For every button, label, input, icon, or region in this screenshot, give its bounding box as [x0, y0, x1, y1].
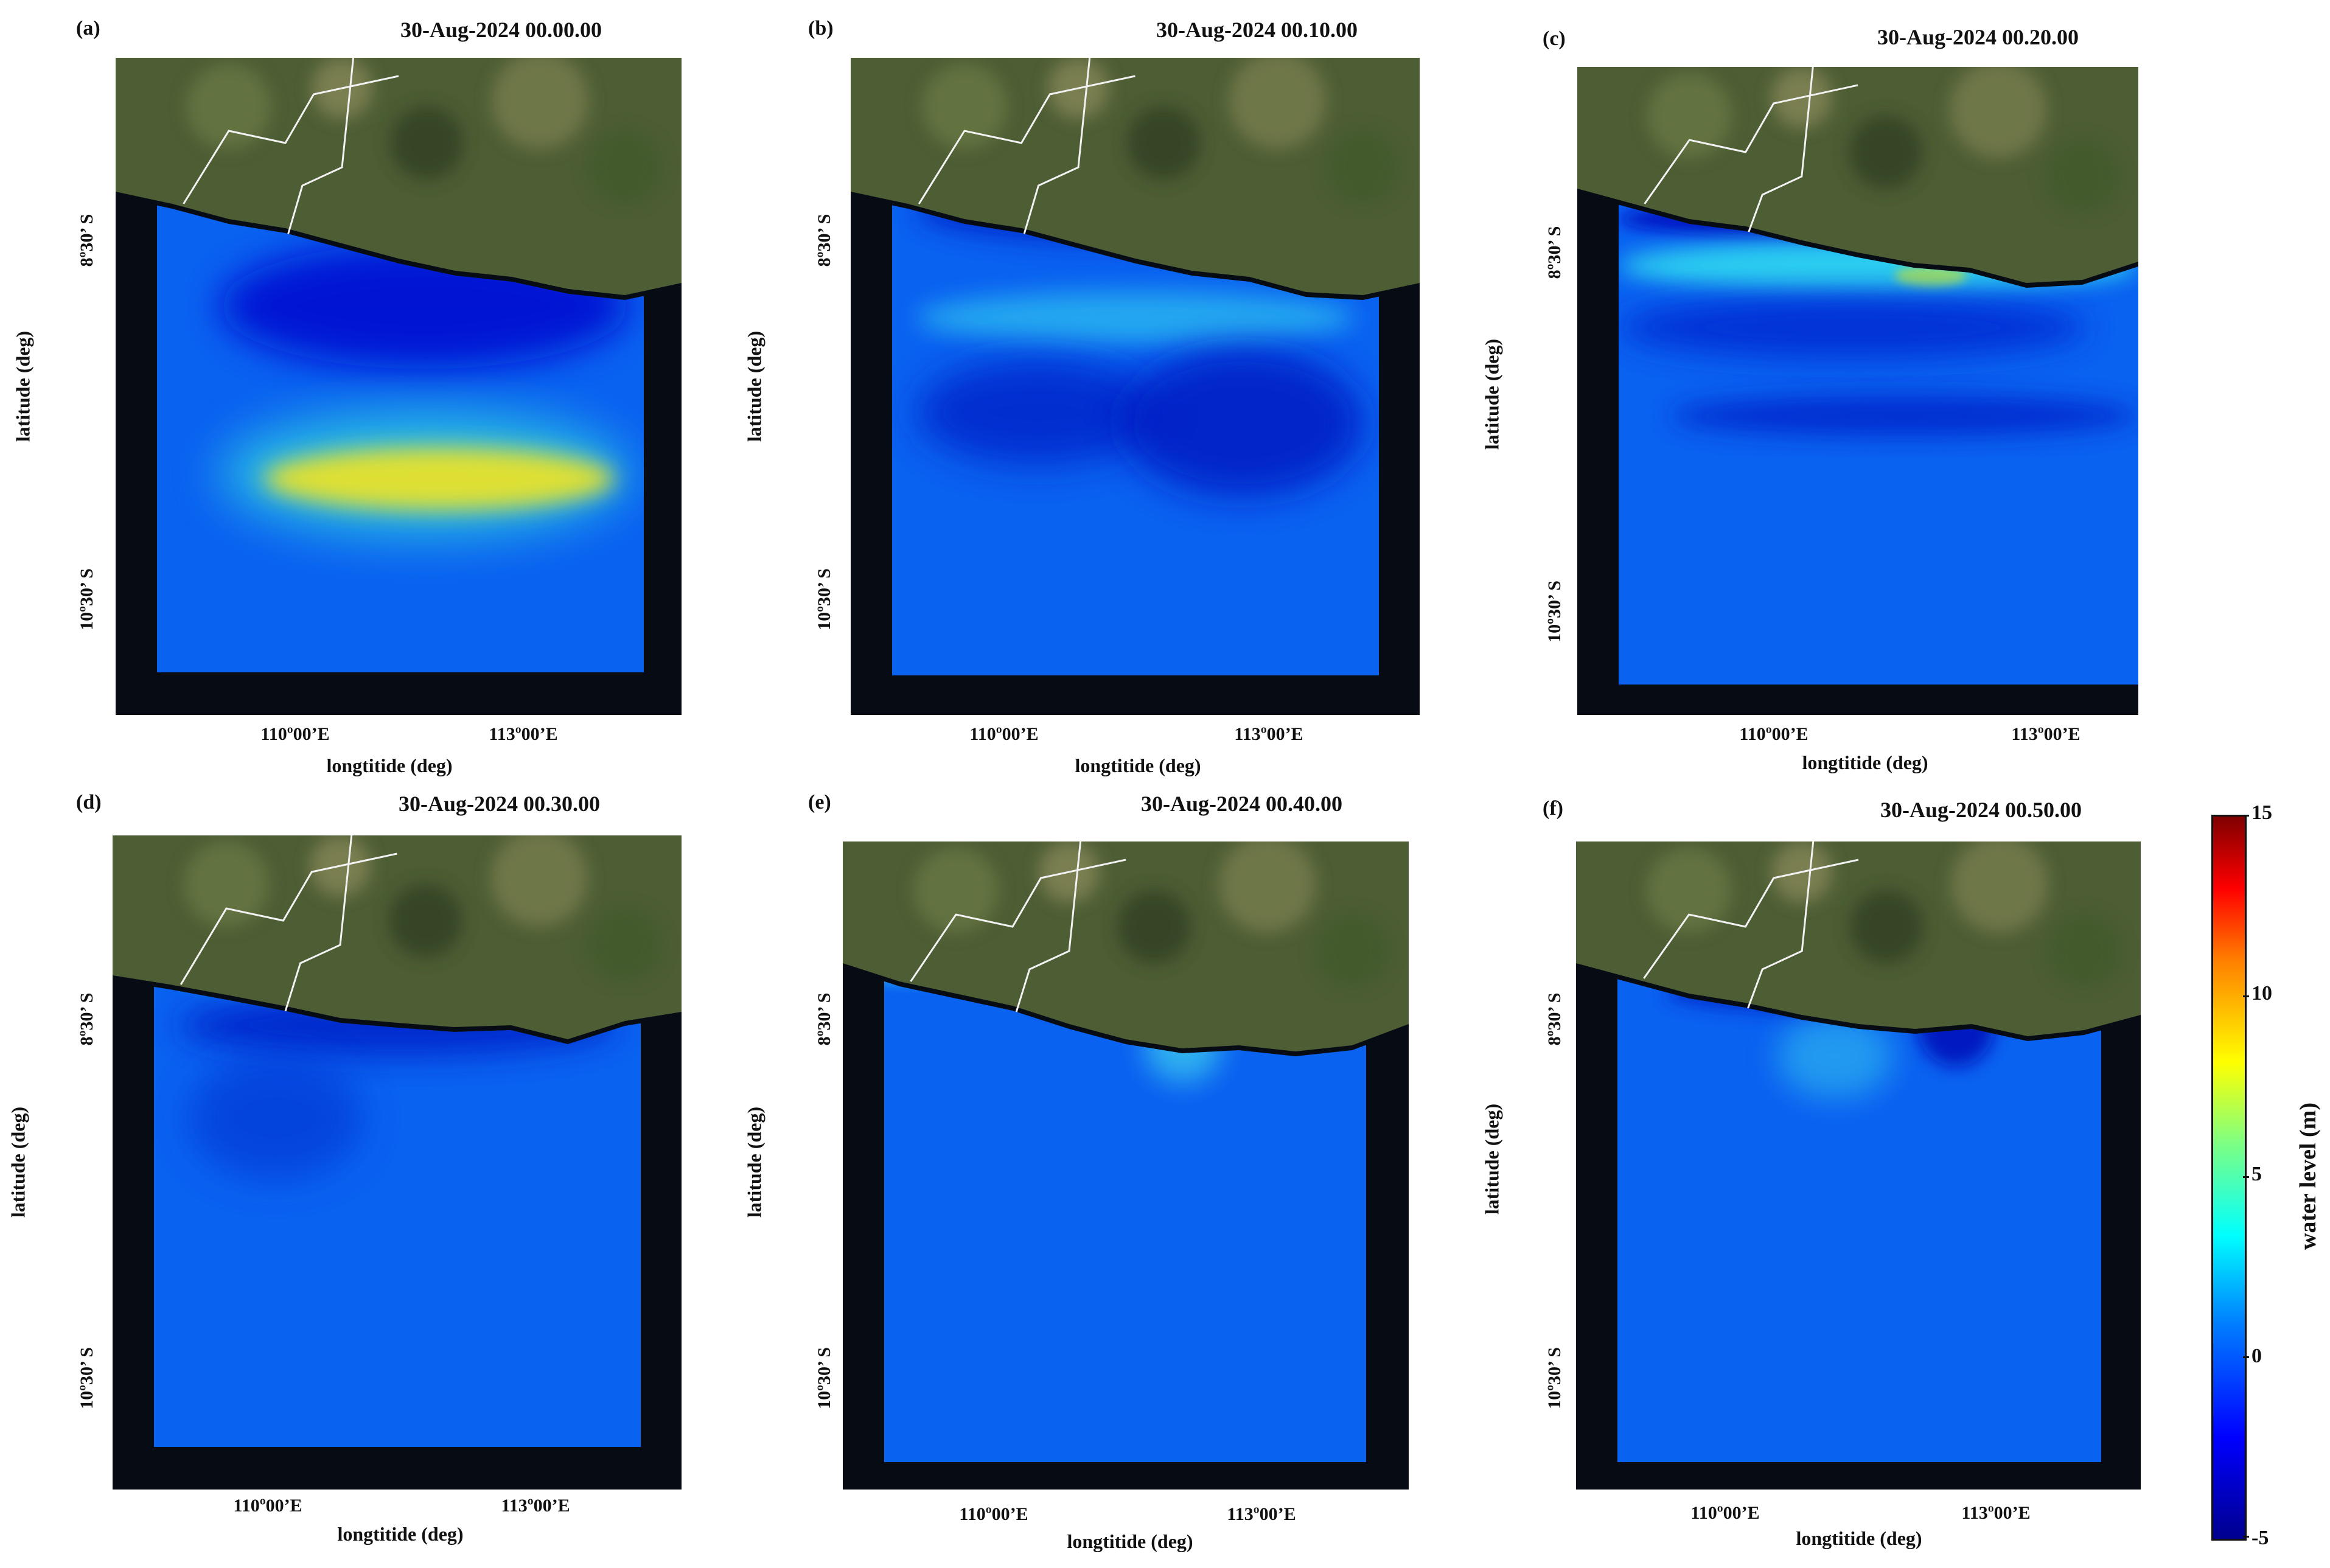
colorbar-tick-neg5: -5 — [2252, 1527, 2269, 1549]
map-frame — [843, 841, 1409, 1490]
y-tick-label: 8º30’ S — [814, 214, 834, 267]
colorbar-tick-mark — [2243, 1536, 2249, 1538]
land-area — [851, 58, 1420, 295]
y-axis-label: latitude (deg) — [1481, 1103, 1503, 1215]
y-axis-label: latitude (deg) — [7, 1106, 29, 1218]
land-area — [1577, 67, 2138, 283]
panel-timestamp: 30-Aug-2024 00.50.00 — [1880, 798, 2082, 822]
panel-timestamp: 30-Aug-2024 00.40.00 — [1141, 792, 1342, 816]
y-tick-label: 10º30’ S — [77, 568, 97, 630]
map-frame — [116, 58, 682, 715]
x-axis-label: longtitide (deg) — [1067, 1530, 1193, 1552]
panel-label: (a) — [76, 17, 100, 40]
colorbar-tick-mark — [2243, 1176, 2249, 1178]
panel-label: (b) — [808, 17, 834, 40]
y-tick-label: 10º30’ S — [814, 568, 834, 630]
y-tick-label: 8º30’ S — [77, 214, 97, 267]
y-tick-label: 10º30’ S — [814, 1347, 834, 1409]
land-area — [843, 841, 1409, 1051]
y-axis-label: latitude (deg) — [12, 330, 34, 442]
x-axis-label: longtitide (deg) — [337, 1523, 464, 1545]
y-tick-label: 8º30’ S — [1544, 226, 1564, 279]
water-level-field — [154, 933, 641, 1447]
map-frame — [851, 58, 1420, 715]
panel-label: (e) — [808, 791, 831, 814]
panel-timestamp: 30-Aug-2024 00.10.00 — [1156, 18, 1358, 42]
panel-timestamp: 30-Aug-2024 00.00.00 — [400, 18, 602, 42]
water-level-field — [884, 942, 1366, 1462]
x-tick-label: 113º00’E — [501, 1496, 570, 1516]
x-tick-label: 110º00’E — [1690, 1503, 1760, 1523]
colorbar-tick-10: 10 — [2252, 982, 2272, 1005]
y-tick-label: 8º30’ S — [1544, 992, 1564, 1046]
x-tick-label: 110º00’E — [233, 1496, 302, 1516]
y-axis-label: latitude (deg) — [743, 330, 766, 442]
water-level-field — [1619, 167, 2138, 685]
land-area — [113, 835, 682, 1039]
x-tick-label: 113º00’E — [1234, 724, 1303, 744]
x-tick-label: 110º00’E — [969, 724, 1039, 744]
panel-label: (f) — [1543, 797, 1563, 820]
y-tick-label: 10º30’ S — [77, 1347, 97, 1409]
colorbar-tick-mark — [2243, 1356, 2249, 1358]
y-tick-label: 10º30’ S — [1544, 580, 1564, 643]
x-axis-label: longtitide (deg) — [1802, 751, 1928, 773]
colorbar-tick-15: 15 — [2252, 801, 2272, 824]
water-level-field — [157, 149, 644, 672]
map-frame — [113, 835, 682, 1490]
colorbar-tick-5: 5 — [2252, 1163, 2262, 1185]
x-axis-label: longtitide (deg) — [1075, 754, 1201, 776]
x-tick-label: 110º00’E — [1739, 724, 1809, 744]
y-tick-label: 8º30’ S — [814, 992, 834, 1046]
panel-timestamp: 30-Aug-2024 00.30.00 — [399, 792, 600, 816]
y-axis-label: latitude (deg) — [743, 1106, 766, 1218]
x-tick-label: 113º00’E — [489, 724, 558, 744]
panel-label: (c) — [1543, 27, 1566, 50]
y-axis-label: latitude (deg) — [1481, 338, 1503, 450]
x-axis-label: longtitide (deg) — [326, 754, 453, 776]
panel-timestamp: 30-Aug-2024 00.20.00 — [1877, 25, 2079, 49]
x-tick-label: 113º00’E — [1961, 1503, 2031, 1523]
water-level-field — [892, 149, 1379, 675]
y-tick-label: 8º30’ S — [77, 992, 97, 1046]
x-tick-label: 110º00’E — [959, 1504, 1028, 1524]
panel-label: (d) — [76, 791, 102, 814]
x-tick-label: 113º00’E — [2011, 724, 2081, 744]
colorbar — [2211, 815, 2247, 1541]
x-axis-label: longtitide (deg) — [1796, 1527, 1922, 1549]
y-tick-label: 10º30’ S — [1544, 1347, 1564, 1409]
colorbar-tick-mark — [2243, 815, 2249, 817]
colorbar-tick-mark — [2243, 995, 2249, 997]
colorbar-label: water level (m) — [2295, 1103, 2321, 1250]
land-area — [1576, 841, 2141, 1036]
x-tick-label: 113º00’E — [1227, 1504, 1296, 1524]
land-area — [116, 58, 682, 295]
map-frame — [1577, 67, 2138, 715]
x-tick-label: 110º00’E — [260, 724, 330, 744]
water-level-field — [1617, 942, 2101, 1462]
colorbar-tick-0: 0 — [2252, 1345, 2262, 1367]
map-frame — [1576, 841, 2141, 1490]
